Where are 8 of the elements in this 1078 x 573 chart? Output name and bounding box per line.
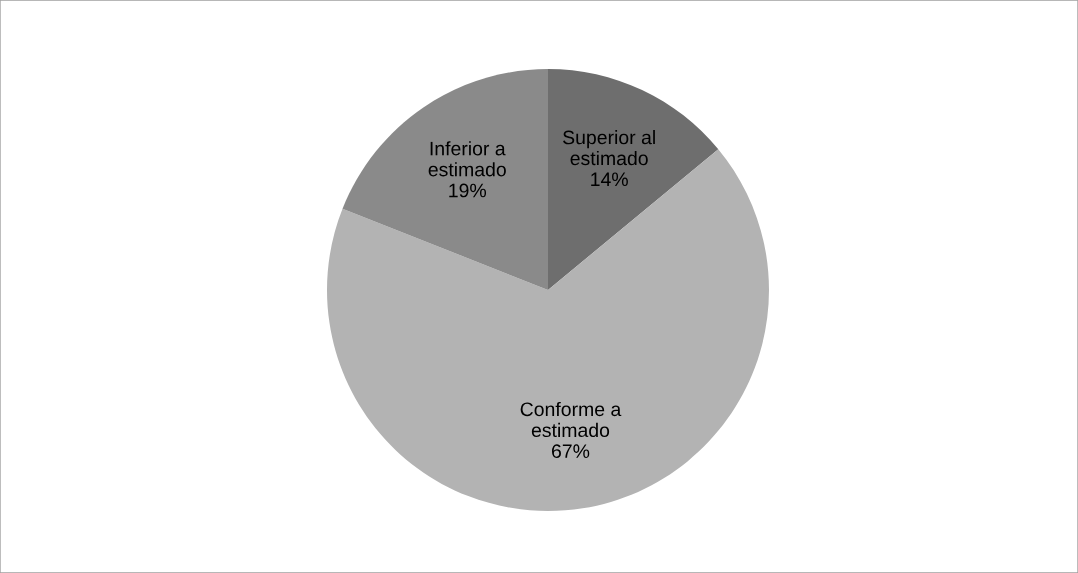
slice-label: Inferior a estimado xyxy=(428,141,506,177)
pie-slice xyxy=(342,69,548,290)
pie-slice xyxy=(548,69,719,290)
data-label: 67% xyxy=(552,444,590,459)
slice-label: Conforme a estimado xyxy=(520,401,622,438)
data-label: 14% xyxy=(591,172,628,187)
data-label: 19% xyxy=(449,183,487,198)
slice-label: Superior al estimado xyxy=(563,130,655,166)
